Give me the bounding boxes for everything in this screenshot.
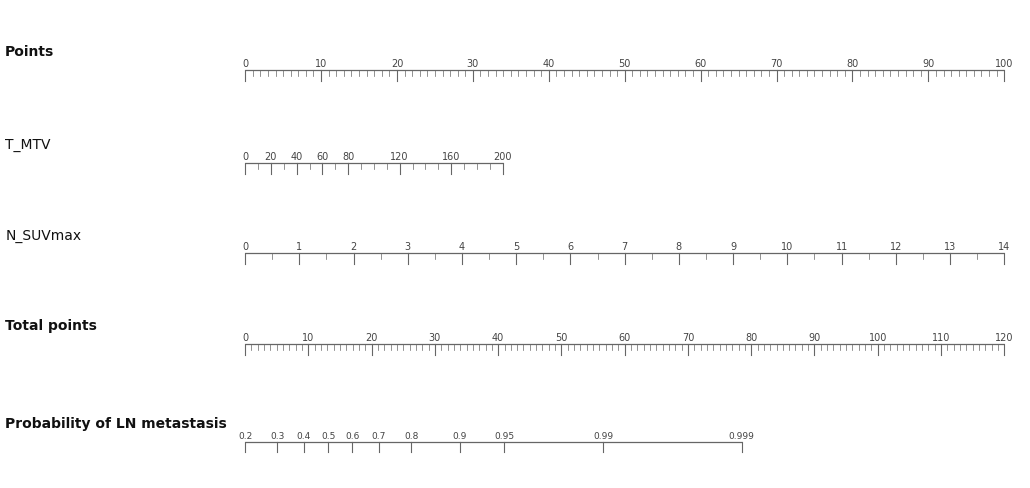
Text: 40: 40 (290, 152, 303, 162)
Text: 0.5: 0.5 (321, 431, 336, 440)
Text: 7: 7 (621, 242, 628, 252)
Text: 30: 30 (428, 332, 441, 342)
Text: 0: 0 (242, 59, 248, 69)
Text: 20: 20 (265, 152, 277, 162)
Text: 160: 160 (442, 152, 460, 162)
Text: 40: 40 (543, 59, 555, 69)
Text: 50: 50 (555, 332, 568, 342)
Text: 120: 120 (995, 332, 1014, 342)
Text: 50: 50 (618, 59, 631, 69)
Text: 80: 80 (342, 152, 354, 162)
Text: 0.4: 0.4 (297, 431, 311, 440)
Text: 0.6: 0.6 (345, 431, 359, 440)
Text: 120: 120 (390, 152, 409, 162)
Text: 11: 11 (835, 242, 848, 252)
Text: 70: 70 (682, 332, 694, 342)
Text: 90: 90 (809, 332, 821, 342)
Text: 0.9: 0.9 (452, 431, 467, 440)
Text: Probability of LN metastasis: Probability of LN metastasis (5, 416, 227, 430)
Text: 0: 0 (242, 332, 248, 342)
Text: T_MTV: T_MTV (5, 138, 50, 152)
Text: 2: 2 (350, 242, 356, 252)
Text: 10: 10 (302, 332, 314, 342)
Text: 14: 14 (998, 242, 1010, 252)
Text: 0.2: 0.2 (238, 431, 252, 440)
Text: N_SUVmax: N_SUVmax (5, 228, 81, 242)
Text: 1: 1 (297, 242, 303, 252)
Text: 5: 5 (513, 242, 519, 252)
Text: 80: 80 (745, 332, 757, 342)
Text: 0: 0 (242, 152, 248, 162)
Text: 12: 12 (890, 242, 902, 252)
Text: 60: 60 (619, 332, 630, 342)
Text: 0.8: 0.8 (404, 431, 418, 440)
Text: 100: 100 (995, 59, 1014, 69)
Text: 9: 9 (730, 242, 736, 252)
Text: 6: 6 (568, 242, 574, 252)
Text: 80: 80 (847, 59, 859, 69)
Text: 0.7: 0.7 (372, 431, 386, 440)
Text: 60: 60 (316, 152, 329, 162)
Text: 90: 90 (922, 59, 934, 69)
Text: 0: 0 (242, 242, 248, 252)
Text: 0.95: 0.95 (494, 431, 514, 440)
Text: 40: 40 (492, 332, 505, 342)
Text: 0.999: 0.999 (728, 431, 755, 440)
Text: 100: 100 (868, 332, 887, 342)
Text: 4: 4 (459, 242, 466, 252)
Text: 0.3: 0.3 (270, 431, 284, 440)
Text: 13: 13 (943, 242, 956, 252)
Text: 200: 200 (493, 152, 512, 162)
Text: 8: 8 (676, 242, 682, 252)
Text: 60: 60 (694, 59, 707, 69)
Text: 30: 30 (467, 59, 479, 69)
Text: Points: Points (5, 45, 55, 59)
Text: 70: 70 (770, 59, 783, 69)
Text: 20: 20 (390, 59, 403, 69)
Text: 110: 110 (932, 332, 951, 342)
Text: 3: 3 (405, 242, 411, 252)
Text: 0.99: 0.99 (593, 431, 613, 440)
Text: 10: 10 (781, 242, 793, 252)
Text: Total points: Total points (5, 319, 97, 332)
Text: 20: 20 (366, 332, 378, 342)
Text: 10: 10 (315, 59, 328, 69)
